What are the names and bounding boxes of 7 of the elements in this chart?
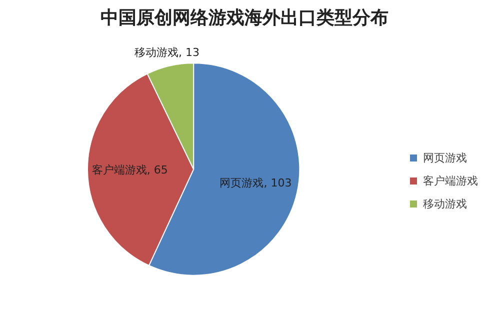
- legend-label: 客户端游戏: [423, 173, 478, 188]
- data-label: 网页游戏, 103: [220, 176, 292, 190]
- legend-label: 移动游戏: [423, 196, 467, 211]
- chart-title: 中国原创网络游戏海外出口类型分布: [100, 8, 388, 28]
- data-label: 移动游戏, 13: [134, 46, 200, 60]
- legend-label: 网页游戏: [423, 150, 467, 165]
- data-label: 客户端游戏, 65: [92, 163, 168, 176]
